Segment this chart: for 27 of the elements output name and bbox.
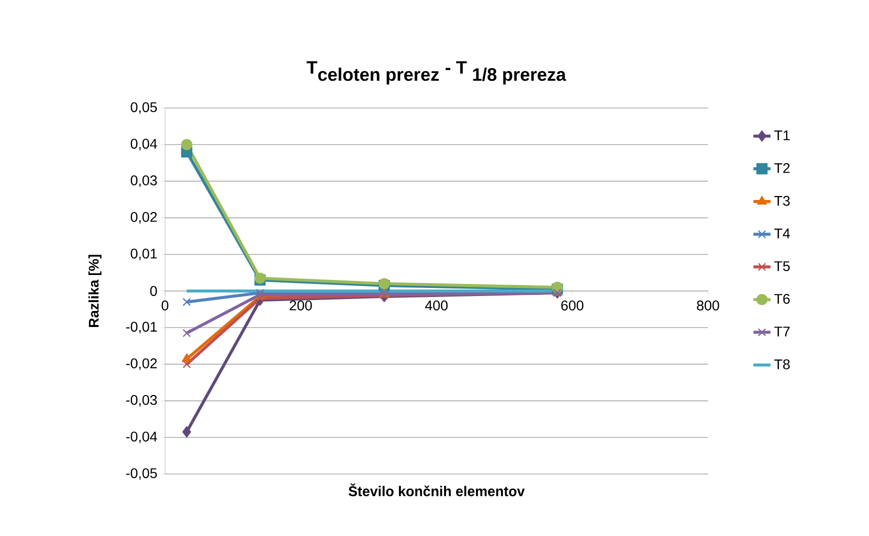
legend-label: T2 bbox=[774, 163, 790, 173]
legend-label: T1 bbox=[774, 130, 790, 140]
x-tick-label: 600 bbox=[561, 300, 584, 310]
legend-label: T6 bbox=[774, 294, 790, 304]
y-tick-label: 0 bbox=[150, 286, 157, 296]
y-tick-label: -0,02 bbox=[126, 358, 157, 370]
x-tick-label: 400 bbox=[425, 300, 448, 310]
legend-label: T3 bbox=[774, 196, 790, 206]
y-tick-label: -0,01 bbox=[126, 322, 157, 334]
y-tick-label: -0,05 bbox=[126, 468, 157, 480]
y-axis-title: Razlika [%] bbox=[88, 254, 102, 328]
x-tick-label: 200 bbox=[290, 300, 312, 310]
x-tick-label: 800 bbox=[696, 300, 720, 310]
legend-label: T7 bbox=[774, 326, 790, 336]
x-tick-label: 0 bbox=[162, 300, 168, 310]
y-tick-label: -0,04 bbox=[126, 432, 158, 444]
y-tick-label: 0,03 bbox=[130, 175, 157, 187]
legend-label: T8 bbox=[774, 359, 790, 370]
y-tick-label: 0,05 bbox=[130, 102, 157, 114]
legend-label: T5 bbox=[774, 261, 790, 272]
y-tick-label: 0,04 bbox=[130, 138, 158, 150]
legend-label: T4 bbox=[774, 228, 790, 238]
chart-title: $\textbf{T}_{\textbf{celoten prerez}}\ \textbf{-}\ \textbf{T}_{\ \textbf{1/8 prereza}}$ bbox=[306, 61, 566, 84]
y-tick-label: 0,02 bbox=[130, 212, 157, 224]
x-axis-title: Število končnih elementov bbox=[348, 484, 525, 496]
y-tick-label: -0,03 bbox=[126, 395, 157, 407]
y-tick-label: 0,01 bbox=[130, 248, 157, 260]
